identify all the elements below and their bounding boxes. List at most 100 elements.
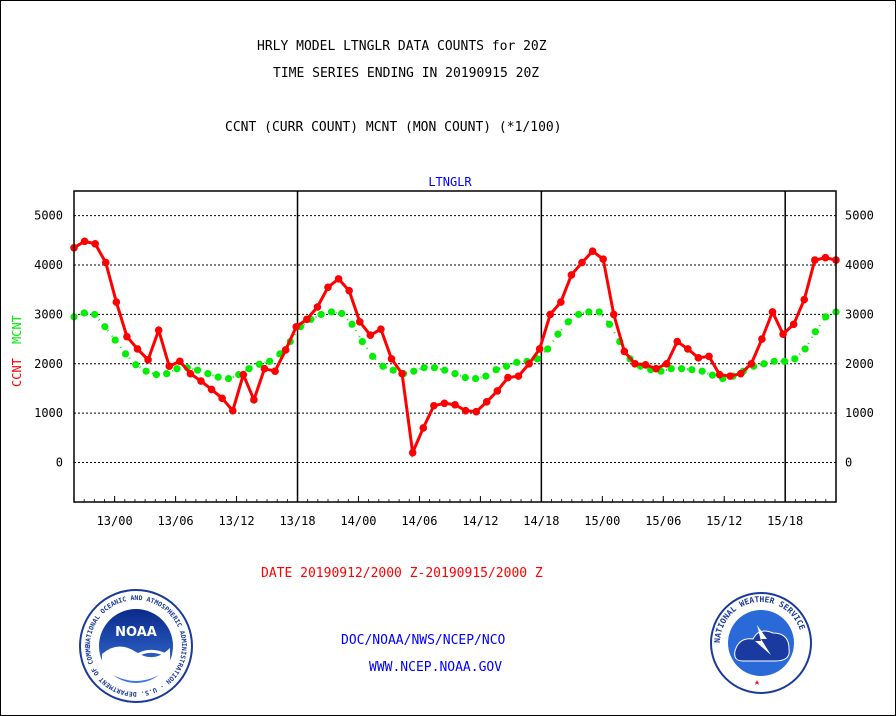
x-tick-label: 13/12 [218,514,254,528]
data-point-ccnt [144,356,152,364]
x-tick-label: 14/00 [340,514,376,528]
y-tick-label-left: 3000 [34,307,63,321]
x-tick-label: 15/12 [706,514,742,528]
y-tick-label-right: 1000 [845,406,874,420]
data-point-ccnt [239,370,248,379]
y-tick-label-left: 5000 [34,209,63,223]
x-tick-label: 15/18 [767,514,803,528]
chart-title: LTNGLR [428,175,472,189]
data-point-mcnt [780,357,789,365]
data-point-mcnt [420,364,428,372]
x-tick-label: 14/18 [523,514,559,528]
data-point-mcnt [132,361,140,369]
y-tick-label-right: 3000 [845,307,874,321]
data-point-ccnt [684,345,692,353]
data-point-mcnt [338,309,346,318]
x-tick-label: 13/18 [279,514,315,528]
data-point-mcnt [379,362,387,370]
data-point-ccnt [641,360,650,369]
data-point-mcnt [698,367,706,375]
data-point-ccnt [599,255,607,263]
data-point-ccnt [779,330,787,338]
data-point-ccnt [324,283,332,292]
data-point-mcnt [389,366,397,374]
chart-header-line2: TIME SERIES ENDING IN 20190915 20Z [273,66,540,81]
data-point-ccnt [726,372,734,380]
data-point-ccnt [789,320,798,329]
data-point-ccnt [355,318,364,326]
x-tick-label: 14/06 [401,514,437,528]
nws-logo: NATIONAL WEATHER SERVICE [710,592,812,694]
data-point-ccnt [705,352,713,361]
data-point-ccnt [588,247,597,256]
data-point-ccnt [525,359,533,368]
y-tick-label-left: 4000 [34,258,63,272]
noaa-logo: NATIONAL OCEANIC AND ATMOSPHERIC ADMINIS… [78,588,193,703]
data-point-ccnt [694,354,703,362]
data-point-mcnt [327,308,336,316]
data-point-mcnt [471,374,480,383]
data-point-ccnt [768,308,777,316]
data-point-mcnt [317,310,325,319]
data-point-ccnt [133,345,142,353]
data-point-ccnt [451,400,459,409]
data-point-mcnt [193,366,202,374]
data-point-mcnt [801,345,809,353]
data-point-ccnt [652,364,660,373]
data-point-mcnt [451,370,459,378]
noaa-logo-text: NOAA [115,625,157,640]
x-tick-label: 15/00 [584,514,620,528]
data-point-mcnt [80,309,88,317]
data-point-mcnt [358,337,366,346]
data-point-ccnt [482,397,491,406]
data-point-mcnt [101,323,109,331]
series-line-ccnt [73,239,837,459]
data-point-mcnt [255,360,263,368]
data-point-ccnt [260,364,269,373]
data-point-ccnt [123,332,131,341]
data-point-mcnt [791,355,799,363]
line-chart: LTNGLR 0 0 1000 1000 2000 2000 3000 3000 4000 400… [10,175,874,528]
data-point-mcnt [595,308,603,316]
data-point-mcnt [544,345,552,353]
data-point-ccnt [578,258,586,267]
x-tick-label: 13/06 [158,514,194,528]
data-point-ccnt [377,325,385,334]
y-tick-label-left: 2000 [34,357,63,371]
data-point-mcnt [369,352,377,360]
data-point-ccnt [250,396,258,404]
chart-header-line3: CCNT (CURR COUNT) MCNT (MON COUNT) (*1/1… [225,120,562,135]
data-point-ccnt [620,347,629,356]
data-point-ccnt [366,331,375,339]
y-tick-label-right: 5000 [845,209,874,223]
data-point-ccnt [472,407,480,416]
data-point-mcnt [492,366,500,374]
data-point-ccnt [292,322,301,331]
data-point-ccnt [609,310,618,319]
data-point-ccnt [313,303,322,311]
data-point-ccnt [662,359,671,368]
data-point-ccnt [747,359,756,368]
data-point-ccnt [567,271,576,279]
series-ccnt [70,237,840,459]
data-point-mcnt [482,372,490,380]
org-line: DOC/NOAA/NWS/NCEP/NCO [341,633,506,648]
data-point-mcnt [770,357,778,365]
data-point-mcnt [574,310,583,319]
y-tick-label-right: 2000 [845,357,874,371]
data-point-ccnt [91,240,99,248]
data-point-ccnt [811,256,819,264]
data-point-ccnt [821,253,830,262]
data-point-mcnt [430,364,439,372]
data-point-ccnt [345,286,353,295]
y-tick-label-right: 0 [845,456,852,470]
url-line: WWW.NCEP.NOAA.GOV [369,660,503,675]
data-point-mcnt [266,357,274,365]
data-point-ccnt [334,275,343,283]
data-point-mcnt [348,320,356,328]
data-point-ccnt [800,295,809,304]
data-point-ccnt [186,369,195,378]
data-point-ccnt [758,335,766,343]
data-point-mcnt [688,366,696,374]
